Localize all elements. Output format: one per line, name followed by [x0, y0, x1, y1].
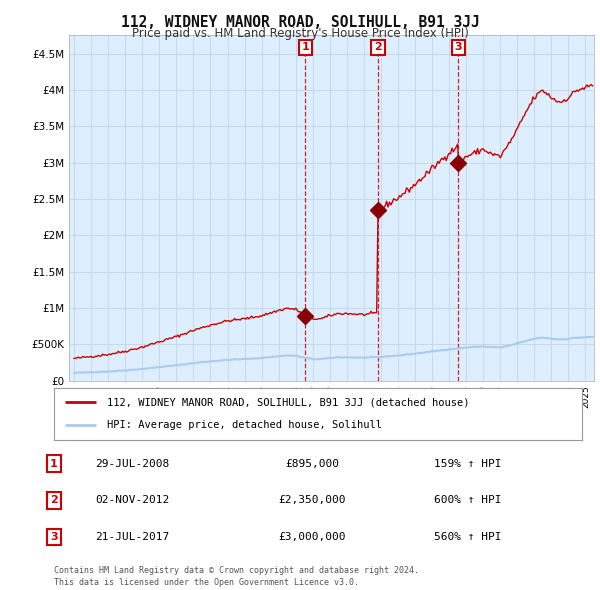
Text: 29-JUL-2008: 29-JUL-2008	[95, 459, 169, 468]
Text: 600% ↑ HPI: 600% ↑ HPI	[434, 496, 502, 505]
Text: 21-JUL-2017: 21-JUL-2017	[95, 532, 169, 542]
Text: 112, WIDNEY MANOR ROAD, SOLIHULL, B91 3JJ (detached house): 112, WIDNEY MANOR ROAD, SOLIHULL, B91 3J…	[107, 397, 469, 407]
Text: Contains HM Land Registry data © Crown copyright and database right 2024.
This d: Contains HM Land Registry data © Crown c…	[54, 566, 419, 587]
Text: 2: 2	[50, 496, 58, 505]
Text: 1: 1	[50, 459, 58, 468]
Text: 560% ↑ HPI: 560% ↑ HPI	[434, 532, 502, 542]
Text: £3,000,000: £3,000,000	[278, 532, 346, 542]
Text: 3: 3	[50, 532, 58, 542]
Text: HPI: Average price, detached house, Solihull: HPI: Average price, detached house, Soli…	[107, 420, 382, 430]
Text: 159% ↑ HPI: 159% ↑ HPI	[434, 459, 502, 468]
Text: 3: 3	[455, 42, 463, 53]
Text: 02-NOV-2012: 02-NOV-2012	[95, 496, 169, 505]
Text: 2: 2	[374, 42, 382, 53]
Text: £2,350,000: £2,350,000	[278, 496, 346, 505]
Text: £895,000: £895,000	[285, 459, 339, 468]
Text: 1: 1	[302, 42, 309, 53]
Text: 112, WIDNEY MANOR ROAD, SOLIHULL, B91 3JJ: 112, WIDNEY MANOR ROAD, SOLIHULL, B91 3J…	[121, 15, 479, 30]
Text: Price paid vs. HM Land Registry's House Price Index (HPI): Price paid vs. HM Land Registry's House …	[131, 27, 469, 40]
